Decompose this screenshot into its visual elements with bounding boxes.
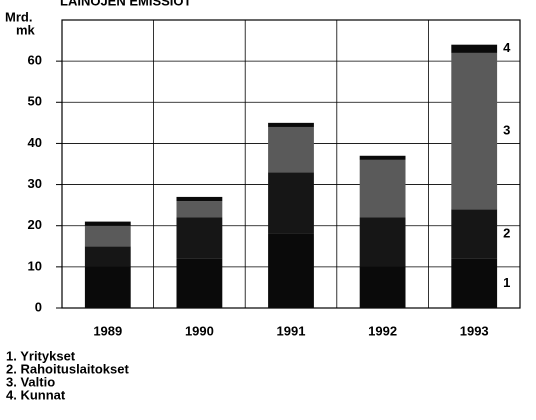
- legend-entry: 3. Valtio: [6, 374, 55, 389]
- y-tick-label: 10: [28, 258, 42, 273]
- bar-segment: [451, 209, 498, 259]
- bar-segment: [176, 258, 223, 308]
- legend-entry: 2. Rahoituslaitokset: [6, 361, 129, 376]
- bar-segment: [84, 225, 131, 247]
- x-tick-label: 1992: [368, 323, 397, 338]
- bar-segment: [176, 217, 223, 259]
- y-tick-label: 20: [28, 217, 42, 232]
- y-axis-label: mk: [16, 22, 36, 37]
- bar-segment: [359, 266, 406, 308]
- bar-segment: [359, 159, 406, 218]
- bar-segment: [268, 126, 314, 173]
- y-tick-label: 50: [28, 94, 42, 109]
- segment-marker: 2: [503, 225, 510, 240]
- x-tick-label: 1989: [93, 323, 122, 338]
- bar-segment: [176, 196, 223, 202]
- bar-segment: [268, 172, 314, 234]
- bar-segment: [451, 258, 498, 308]
- y-tick-label: 60: [28, 53, 42, 68]
- x-tick-label: 1993: [460, 323, 489, 338]
- bar-segment: [268, 122, 314, 127]
- y-tick-label: 40: [28, 135, 42, 150]
- x-tick-label: 1991: [277, 323, 306, 338]
- bar-segment: [268, 233, 314, 308]
- bar-segment: [176, 201, 223, 218]
- bar-segment: [84, 266, 131, 308]
- bar-segment: [451, 52, 498, 210]
- bar-segment: [451, 44, 498, 53]
- y-tick-label: 30: [28, 176, 42, 191]
- bar-segment: [84, 221, 131, 226]
- segment-marker: 1: [503, 275, 510, 290]
- bar-segment: [84, 246, 131, 267]
- bar-segment: [359, 217, 406, 267]
- chart-title: LAINOJEN EMISSIOT: [60, 0, 192, 8]
- bar-segment: [359, 155, 406, 160]
- y-axis-label: Mrd.: [5, 9, 32, 24]
- legend-entry: 1. Yritykset: [6, 348, 76, 363]
- legend-entry: 4. Kunnat: [6, 387, 66, 402]
- segment-marker: 4: [503, 40, 511, 55]
- segment-marker: 3: [503, 123, 510, 138]
- x-tick-label: 1990: [185, 323, 214, 338]
- y-tick-label: 0: [35, 299, 42, 314]
